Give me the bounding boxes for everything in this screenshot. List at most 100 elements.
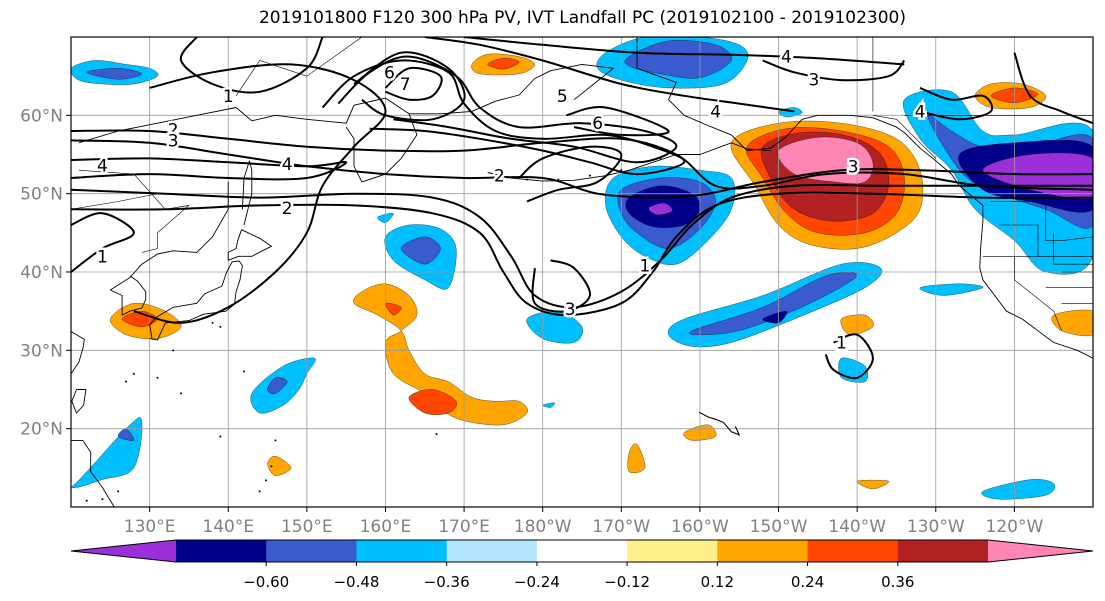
lon-tick-label: 120°W xyxy=(986,517,1044,537)
ivt-shaded-region xyxy=(353,283,528,426)
lon-tick-label: 180°W xyxy=(514,517,572,537)
coastlines xyxy=(71,37,1093,507)
contour-label: 3 xyxy=(848,157,859,177)
contour-label: 1 xyxy=(223,87,234,107)
ivt-shaded-region xyxy=(689,271,858,336)
colorbar-outline xyxy=(70,539,1094,563)
contour-label: 4 xyxy=(915,102,926,122)
colorbar-tick-label: 0.12 xyxy=(701,573,734,591)
colorbar-segment xyxy=(627,540,718,562)
island-speck xyxy=(270,465,273,468)
contour-label: 2 xyxy=(494,167,505,187)
pv-contour-line xyxy=(71,191,1093,317)
coastline xyxy=(227,229,272,261)
pv-contour-line xyxy=(179,37,324,94)
colorbar-tick-label: −0.12 xyxy=(604,573,650,591)
pv-contour-line xyxy=(464,37,905,66)
lon-tick-label: 160°E xyxy=(360,517,412,537)
contour-label: 4 xyxy=(97,156,108,176)
lon-tick-label: 140°W xyxy=(828,517,886,537)
island-speck xyxy=(557,178,560,181)
border-line xyxy=(872,115,937,159)
contour-label: 3 xyxy=(809,70,820,90)
lon-tick-label: 150°W xyxy=(750,517,808,537)
map-title: 2019101800 F120 300 hPa PV, IVT Landfall… xyxy=(258,8,906,28)
coastline xyxy=(636,37,1093,359)
island-speck xyxy=(211,321,214,324)
contour-label: 6 xyxy=(592,114,603,134)
border-line xyxy=(235,37,363,96)
pv-contour-line xyxy=(1013,52,1093,125)
contour-label: 4 xyxy=(710,102,721,122)
contour-label: 1 xyxy=(97,247,108,267)
colorbar-extend-high xyxy=(988,540,1093,562)
pv-contour-line xyxy=(71,212,135,273)
coastline xyxy=(409,63,614,115)
island-speck xyxy=(180,392,183,395)
island-speck xyxy=(172,349,175,352)
hawaii-islands xyxy=(698,411,741,436)
coastline xyxy=(149,260,243,341)
ivt-shaded-region xyxy=(400,236,441,265)
border-line xyxy=(1014,256,1062,331)
colorbar-tick-label: 0.24 xyxy=(791,573,824,591)
contour-label: 4 xyxy=(282,155,293,175)
island-speck xyxy=(117,490,120,493)
border-line xyxy=(998,224,1039,257)
pv-contour-line xyxy=(133,63,387,324)
ivt-shaded-region xyxy=(762,310,788,324)
ivt-shaded-region xyxy=(648,202,673,216)
island-speck xyxy=(219,435,222,438)
coastline xyxy=(78,97,418,183)
pv-contour-line xyxy=(71,129,1093,191)
colorbar-extend-low xyxy=(71,540,176,562)
island-speck xyxy=(242,370,245,373)
contour-label: 3 xyxy=(565,300,576,320)
lat-tick-label: 40°N xyxy=(20,263,63,283)
pv-contour-line xyxy=(919,86,994,121)
lon-tick-label: 170°E xyxy=(438,517,490,537)
coastline xyxy=(109,181,229,316)
ivt-shaded-region xyxy=(981,479,1056,500)
coastline xyxy=(241,160,253,226)
contour-label: 5 xyxy=(557,87,568,107)
pv-contour-line xyxy=(71,139,1093,199)
island-speck xyxy=(274,439,277,442)
coastline xyxy=(71,389,87,414)
pv-contours xyxy=(71,37,1093,380)
pv-contour-line xyxy=(71,157,348,181)
colorbar-segment xyxy=(266,540,357,562)
contour-label: 1 xyxy=(639,257,650,277)
colorbar-segment xyxy=(446,540,538,562)
contour-label: 2 xyxy=(282,199,293,219)
colorbar-segment xyxy=(356,540,448,562)
island-speck xyxy=(125,380,128,383)
island-speck xyxy=(435,433,438,436)
contour-label: 3 xyxy=(168,131,179,151)
island-speck xyxy=(264,479,267,482)
colorbar-tick-label: 0.36 xyxy=(881,573,914,591)
pv-contour-line xyxy=(566,106,670,137)
pv-contour-line xyxy=(531,259,591,313)
coastline xyxy=(71,439,115,507)
ivt-shaded-region xyxy=(624,40,733,79)
ivt-shaded-region xyxy=(86,68,143,80)
colorbar-tick-label: −0.36 xyxy=(424,573,470,591)
ivt-shaded-region xyxy=(856,479,890,490)
coastline xyxy=(699,142,771,155)
ivt-shaded-region xyxy=(627,443,646,474)
pv-contour-line xyxy=(337,55,678,164)
lon-tick-label: 170°W xyxy=(592,517,650,537)
island-speck xyxy=(219,325,222,328)
colorbar-segment xyxy=(897,540,989,562)
pv-contour-line xyxy=(321,59,686,176)
lat-tick-label: 20°N xyxy=(20,420,63,440)
colorbar-tick-label: −0.48 xyxy=(333,573,379,591)
lon-tick-label: 140°E xyxy=(202,517,254,537)
contour-label: 2 xyxy=(168,120,179,140)
ivt-shaded-region xyxy=(982,152,1093,200)
ivt-shaded-region xyxy=(117,428,135,441)
island-speck xyxy=(588,174,591,177)
colorbar-tick-label: −0.60 xyxy=(243,573,289,591)
ivt-shaded-region xyxy=(408,389,458,415)
